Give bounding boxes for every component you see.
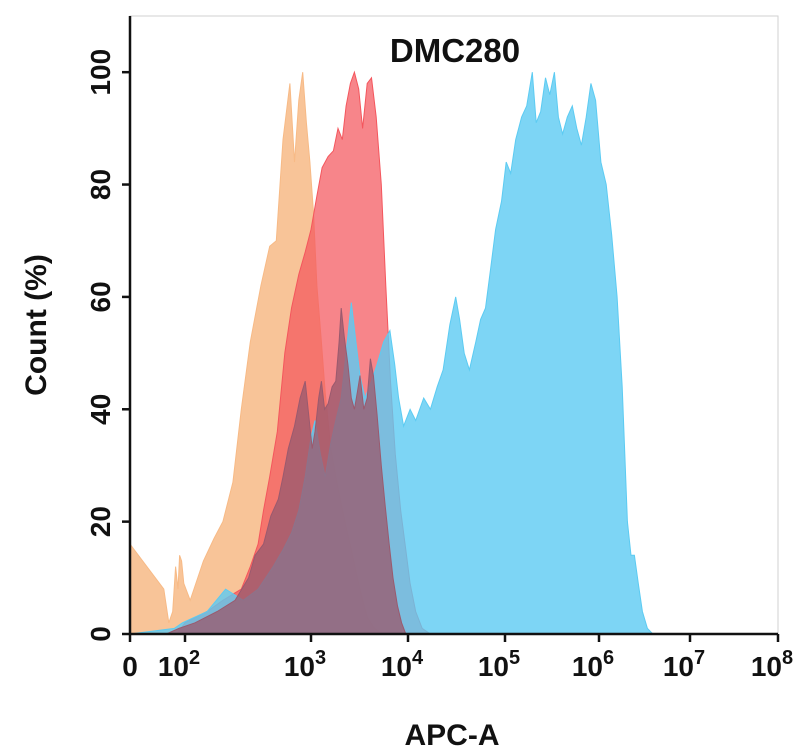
x-tick-label: 102: [158, 647, 200, 682]
y-tick-label: 60: [85, 281, 116, 312]
chart-title: DMC280: [390, 32, 520, 69]
x-tick-label: 106: [572, 647, 614, 682]
histogram-series-4: [166, 308, 407, 635]
x-tick-label: 104: [381, 647, 424, 682]
tick-layer: 0 20 40 60 80 100 0 102 103 104 105 106 107 108: [85, 49, 793, 682]
y-tick-label: 100: [85, 49, 116, 96]
y-tick-label: 80: [85, 169, 116, 200]
x-axis-title: APC-A: [405, 719, 500, 752]
y-tick-label: 20: [85, 506, 116, 537]
y-tick-label: 40: [85, 394, 116, 425]
series-layer: [129, 70, 654, 635]
y-tick-label: 0: [85, 626, 116, 642]
x-tick-label: 105: [478, 647, 520, 682]
x-tick-label: 0: [122, 651, 138, 682]
x-tick-label: 107: [663, 647, 705, 682]
x-tick-label: 103: [284, 647, 326, 682]
x-tick-label: 108: [751, 647, 793, 682]
y-axis-title: Count (%): [20, 254, 53, 396]
